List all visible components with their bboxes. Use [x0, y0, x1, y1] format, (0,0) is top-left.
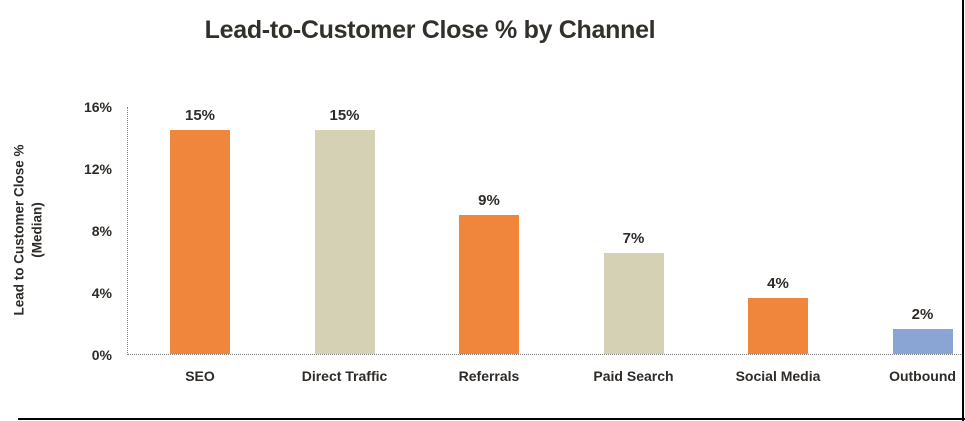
bar-social-media [748, 298, 808, 354]
bar-value-label: 15% [329, 107, 360, 124]
bar-seo [170, 130, 230, 354]
y-axis-title-line1: Lead to Customer Close % [11, 144, 27, 316]
bar-paid-search [603, 253, 664, 354]
x-axis-category-label: Direct Traffic [301, 368, 388, 384]
page-right-border [962, 0, 964, 421]
bar-direct-traffic [314, 130, 375, 354]
x-axis-category-label: Referrals [458, 368, 520, 384]
bar-value-label: 15% [184, 107, 216, 124]
bar-value-label: 7% [622, 230, 645, 247]
x-axis-category-label: SEO [185, 368, 215, 384]
y-axis-tick-label: 0% [91, 347, 112, 363]
y-axis-tick-label: 16% [83, 99, 112, 115]
bar-value-label: 9% [478, 192, 500, 209]
bar-referrals [459, 215, 519, 354]
y-axis-tick-label: 4% [91, 285, 112, 301]
x-axis-category-label: Social Media [735, 368, 821, 384]
plot-area [127, 107, 963, 355]
bar-value-label: 4% [767, 275, 789, 292]
x-axis-category-label: Paid Search [593, 368, 674, 384]
chart-title: Lead-to-Customer Close % by Channel [204, 16, 656, 44]
bar-outbound [892, 329, 953, 354]
bar-value-label: 2% [911, 306, 934, 323]
y-axis-tick-label: 12% [83, 161, 112, 177]
y-axis-tick-label: 8% [91, 223, 112, 239]
x-axis-category-label: Outbound [889, 368, 956, 384]
page-bottom-border [18, 418, 965, 420]
